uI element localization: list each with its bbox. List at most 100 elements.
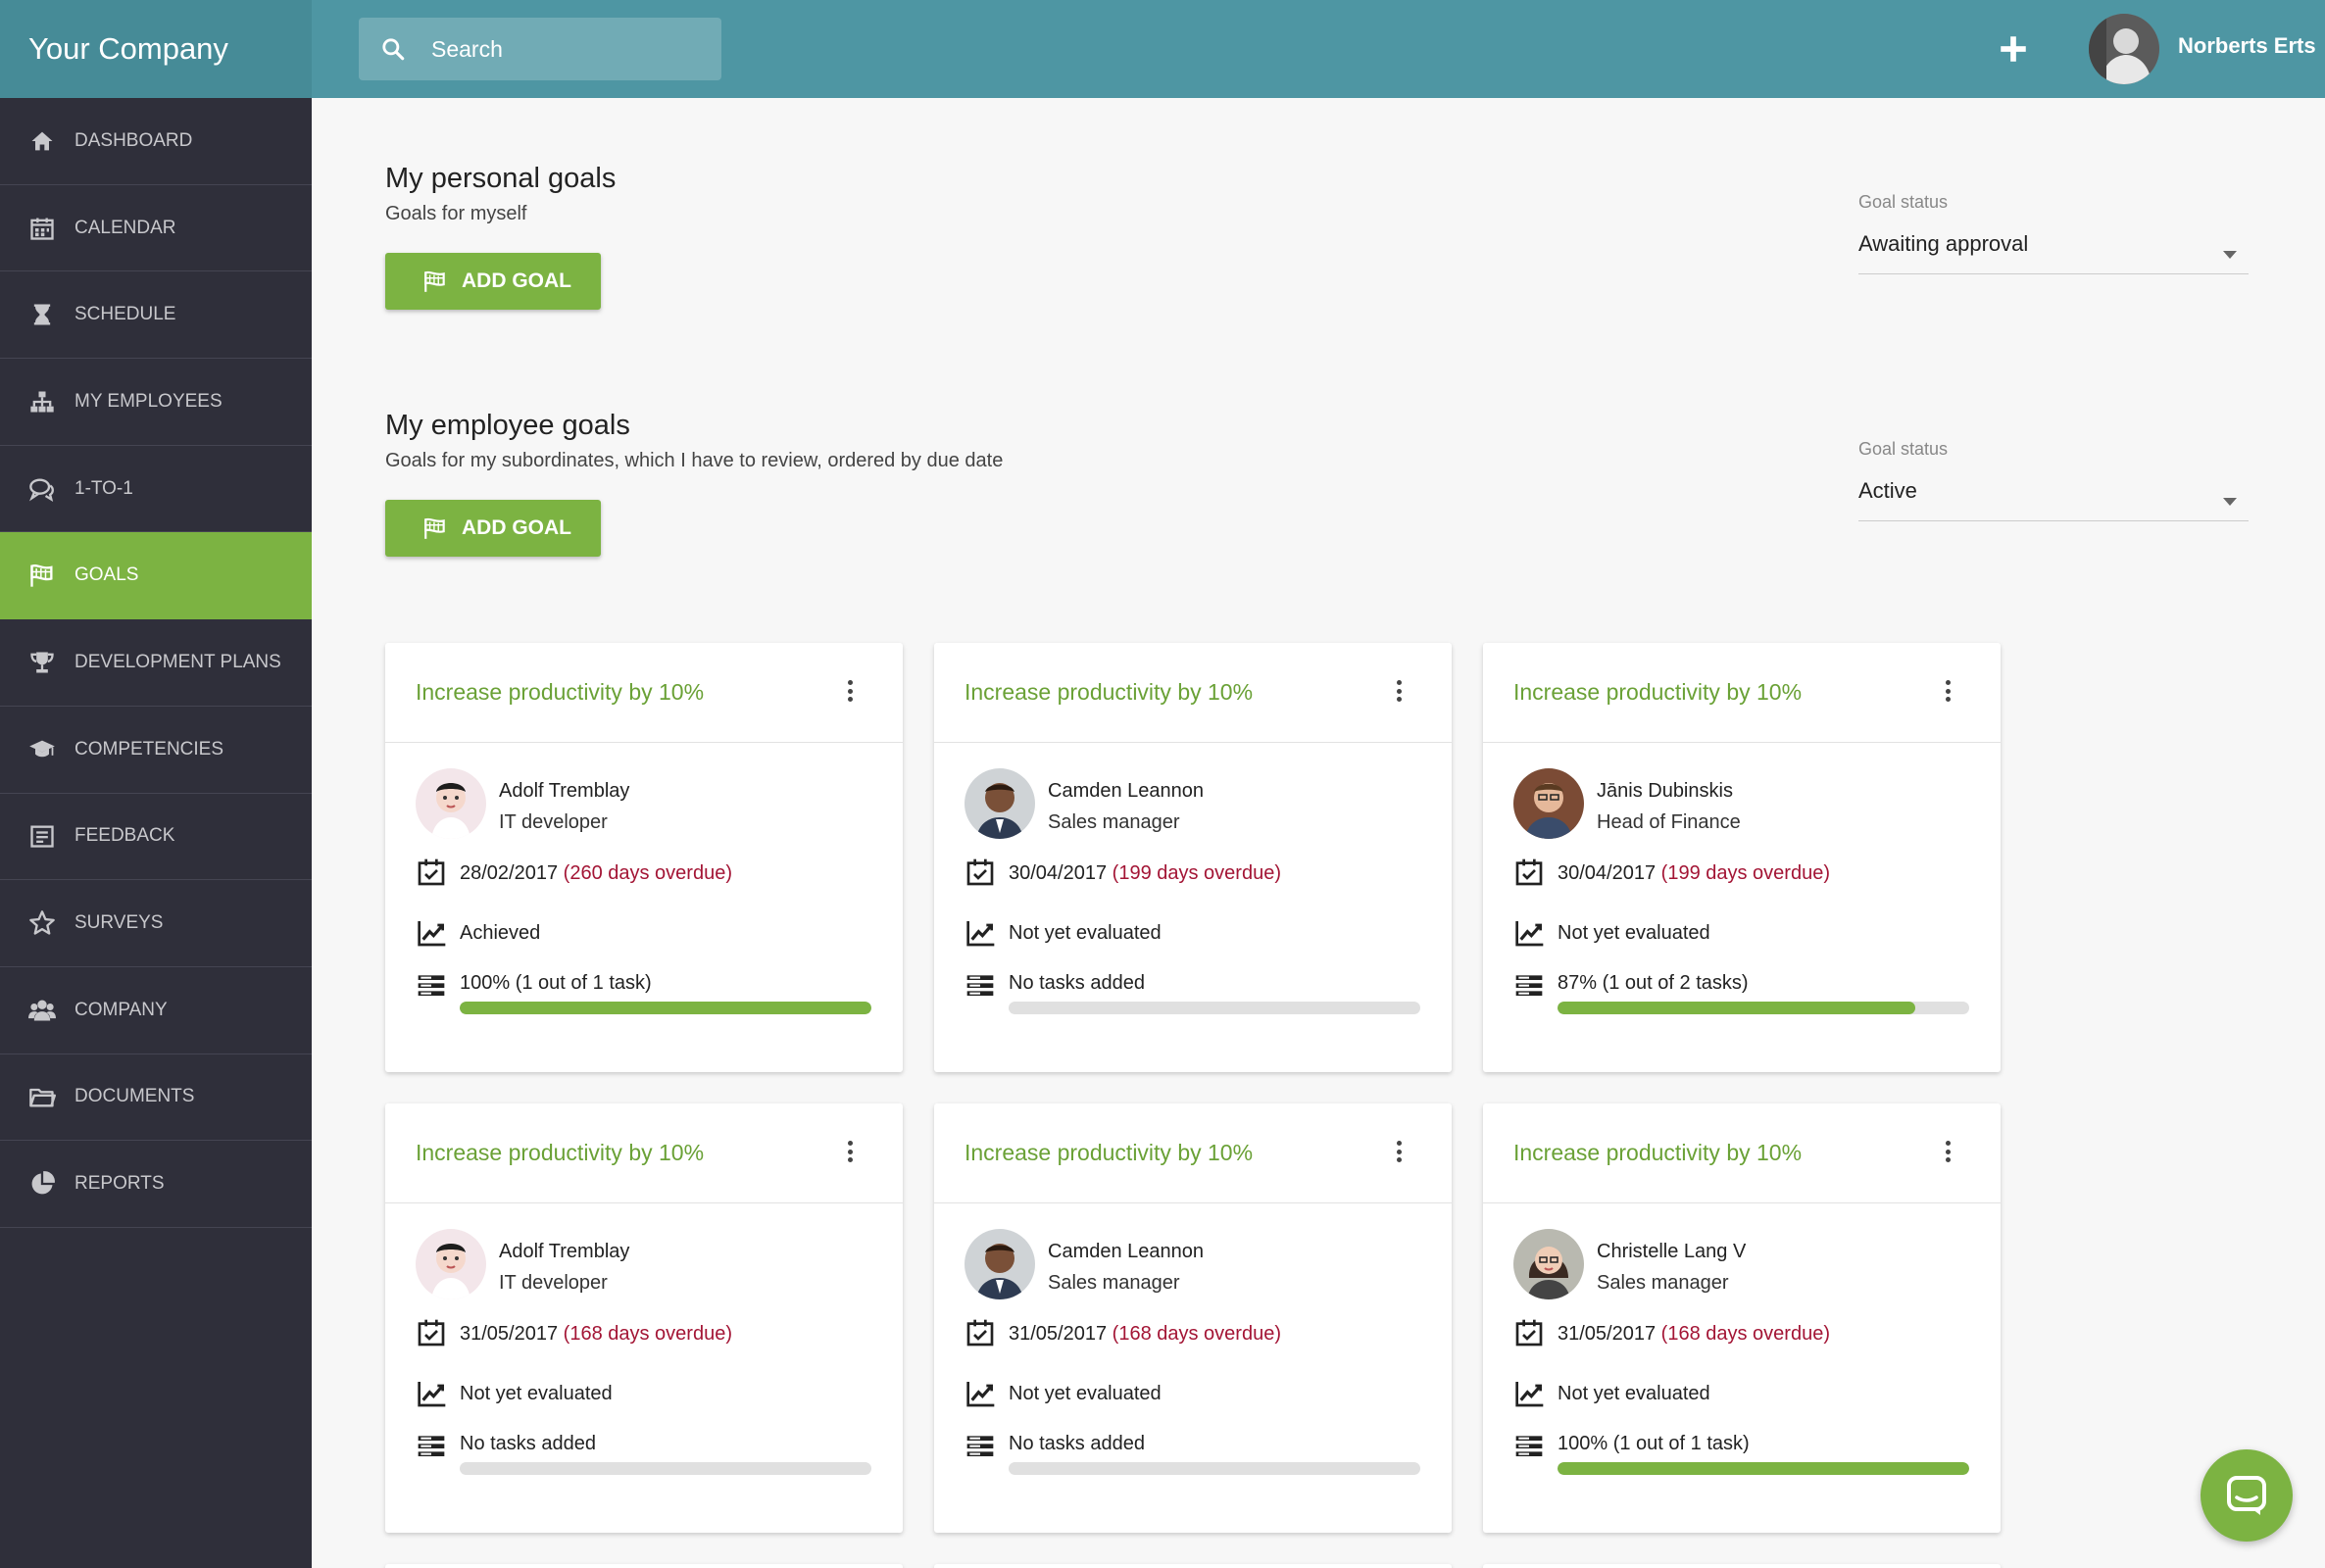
- sidebar-item-company[interactable]: COMPANY: [0, 967, 312, 1054]
- employee-role: IT developer: [499, 811, 608, 833]
- tasks-summary: No tasks added: [460, 1433, 596, 1454]
- sidebar-item-schedule[interactable]: SCHEDULE: [0, 271, 312, 360]
- progress-bar: [460, 1002, 871, 1014]
- evaluation-status: Not yet evaluated: [1009, 1383, 1162, 1404]
- goal-card[interactable]: Increase productivity by 10% Adolf Trembl…: [385, 643, 903, 1072]
- sidebar-item-dashboard[interactable]: DASHBOARD: [0, 98, 312, 185]
- more-options-icon[interactable]: [846, 1141, 854, 1166]
- more-options-icon[interactable]: [846, 680, 854, 706]
- goal-card[interactable]: Increase productivity by 10% Camden Leann…: [934, 643, 1452, 1072]
- goal-card[interactable]: Increase productivity by 10% Jānis Dubins…: [1483, 643, 2001, 1072]
- flag-icon: [27, 561, 57, 590]
- overdue-text: (168 days overdue): [1660, 1323, 1830, 1345]
- avatar: [965, 768, 1035, 839]
- add-goal-label: ADD GOAL: [462, 270, 571, 292]
- search-box[interactable]: [359, 18, 721, 80]
- sidebar-item-label: DOCUMENTS: [74, 1086, 195, 1107]
- calendar-icon: [27, 214, 57, 243]
- due-date-row: 30/04/2017 (199 days overdue): [1009, 862, 1281, 885]
- search-input[interactable]: [431, 18, 706, 80]
- employee-role: Sales manager: [1048, 811, 1180, 833]
- sidebar-item-competencies[interactable]: COMPETENCIES: [0, 707, 312, 794]
- progress-bar: [1558, 1002, 1969, 1014]
- employee-role: Head of Finance: [1597, 811, 1741, 833]
- add-personal-goal-button[interactable]: ADD GOAL: [385, 253, 601, 310]
- goal-card[interactable]: Increase productivity by 10% Christelle L…: [1483, 1103, 2001, 1533]
- goal-card-header: Increase productivity by 10%: [1483, 1103, 2001, 1203]
- employee-role: IT developer: [499, 1272, 608, 1294]
- employee-role: Sales manager: [1597, 1272, 1729, 1294]
- people-icon: [27, 996, 57, 1025]
- more-options-icon[interactable]: [1944, 1141, 1952, 1166]
- due-date: 31/05/2017: [460, 1323, 559, 1345]
- due-date: 30/04/2017: [1558, 862, 1657, 884]
- personal-status-label: Goal status: [1858, 192, 1949, 212]
- goal-card[interactable]: Increase productivity by 10% Camden Leann…: [934, 1103, 1452, 1533]
- progress-fill: [1558, 1002, 1916, 1014]
- sidebar-item-feedback[interactable]: FEEDBACK: [0, 794, 312, 881]
- goal-title[interactable]: Increase productivity by 10%: [965, 1140, 1254, 1165]
- chevron-down-icon: [2223, 251, 2237, 259]
- tasks-summary: 100% (1 out of 1 task): [1558, 1433, 1750, 1454]
- goal-card-header: Increase productivity by 10%: [934, 643, 1452, 743]
- add-goal-label: ADD GOAL: [462, 516, 571, 539]
- personal-goals-title: My personal goals: [385, 163, 617, 194]
- progress-bar: [1009, 1002, 1420, 1014]
- avatar: [965, 1229, 1035, 1299]
- flag-icon: [424, 517, 445, 539]
- sidebar-item-development-plans[interactable]: DEVELOPMENT PLANS: [0, 619, 312, 707]
- goal-card-partial: [385, 1564, 903, 1568]
- employee-goals-title: My employee goals: [385, 410, 630, 441]
- goal-title[interactable]: Increase productivity by 10%: [965, 679, 1254, 705]
- personal-goals-subtitle: Goals for myself: [385, 203, 527, 224]
- goal-card[interactable]: Increase productivity by 10% Adolf Trembl…: [385, 1103, 903, 1533]
- sidebar-item-label: COMPETENCIES: [74, 738, 224, 760]
- folder-icon: [27, 1082, 57, 1111]
- brand-logo[interactable]: Your Company: [0, 0, 312, 98]
- sidebar-item-surveys[interactable]: SURVEYS: [0, 880, 312, 967]
- sidebar-item-my-employees[interactable]: MY EMPLOYEES: [0, 359, 312, 446]
- add-employee-goal-button[interactable]: ADD GOAL: [385, 500, 601, 557]
- employee-name: Camden Leannon: [1048, 780, 1205, 802]
- goal-title[interactable]: Increase productivity by 10%: [1513, 679, 1803, 705]
- more-options-icon[interactable]: [1395, 680, 1403, 706]
- sidebar-item-1-to-1[interactable]: 1-TO-1: [0, 446, 312, 533]
- employee-status-label: Goal status: [1858, 439, 1949, 459]
- trend-chart-icon: [1513, 917, 1545, 949]
- evaluation-status: Not yet evaluated: [460, 1383, 613, 1404]
- goal-title[interactable]: Increase productivity by 10%: [1513, 1140, 1803, 1165]
- plus-icon[interactable]: [1997, 29, 2030, 69]
- sidebar-item-calendar[interactable]: CALENDAR: [0, 185, 312, 272]
- due-date-row: 31/05/2017 (168 days overdue): [1558, 1323, 1830, 1346]
- trend-chart-icon: [1513, 1378, 1545, 1409]
- goal-title[interactable]: Increase productivity by 10%: [416, 1140, 705, 1165]
- trend-chart-icon: [416, 917, 447, 949]
- employee-name: Adolf Tremblay: [499, 780, 630, 802]
- avatar: [1513, 768, 1584, 839]
- user-avatar[interactable]: [2089, 14, 2159, 84]
- user-name[interactable]: Norberts Erts: [2178, 33, 2316, 58]
- chat-button[interactable]: [2201, 1449, 2293, 1542]
- avatar: [416, 768, 486, 839]
- more-options-icon[interactable]: [1395, 1141, 1403, 1166]
- employee-status-select[interactable]: Active: [1858, 478, 2249, 521]
- sidebar-item-label: 1-TO-1: [74, 477, 133, 499]
- sidebar-item-reports[interactable]: REPORTS: [0, 1141, 312, 1228]
- sidebar-item-documents[interactable]: DOCUMENTS: [0, 1054, 312, 1142]
- trend-chart-icon: [965, 1378, 996, 1409]
- sidebar-item-goals[interactable]: GOALS: [0, 532, 312, 620]
- tasks-summary: No tasks added: [1009, 1433, 1145, 1454]
- employee-name: Adolf Tremblay: [499, 1241, 630, 1262]
- calendar-check-icon: [416, 857, 447, 888]
- tasks-list-icon: [965, 970, 996, 1002]
- more-options-icon[interactable]: [1944, 680, 1952, 706]
- goal-card-partial: [1483, 1564, 2001, 1568]
- personal-status-select[interactable]: Awaiting approval: [1858, 231, 2249, 274]
- due-date-row: 31/05/2017 (168 days overdue): [460, 1323, 732, 1346]
- tasks-list-icon: [416, 970, 447, 1002]
- tasks-list-icon: [965, 1431, 996, 1462]
- chat-icon: [2227, 1476, 2266, 1515]
- pie-chart-icon: [27, 1169, 57, 1199]
- goal-title[interactable]: Increase productivity by 10%: [416, 679, 705, 705]
- org-chart-icon: [27, 387, 57, 416]
